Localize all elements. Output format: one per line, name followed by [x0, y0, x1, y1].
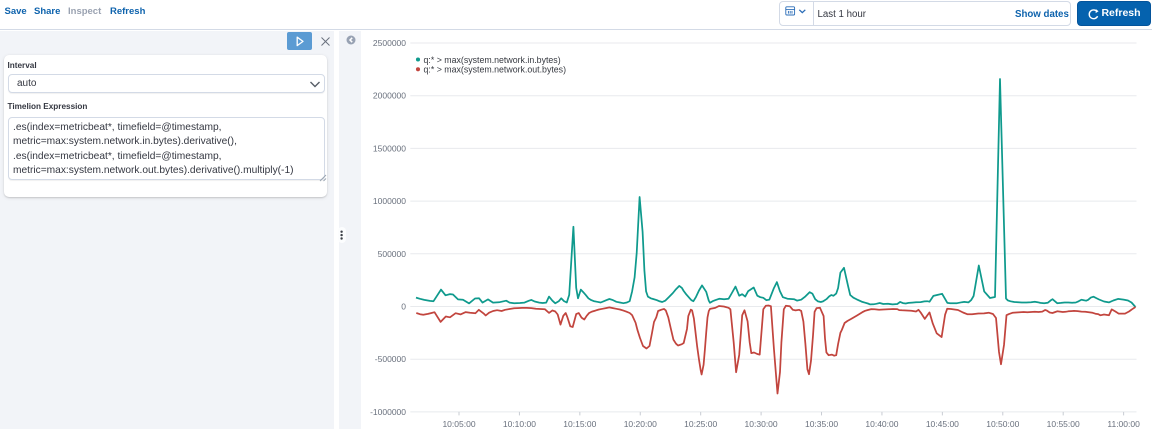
- svg-text:10:10:00: 10:10:00: [503, 419, 536, 429]
- svg-text:10:30:00: 10:30:00: [745, 419, 778, 429]
- svg-text:10:45:00: 10:45:00: [926, 419, 959, 429]
- svg-text:0: 0: [401, 302, 406, 312]
- svg-text:11:00:00: 11:00:00: [1107, 419, 1140, 429]
- svg-text:1000000: 1000000: [373, 196, 406, 206]
- svg-text:10:55:00: 10:55:00: [1047, 419, 1080, 429]
- svg-text:10:50:00: 10:50:00: [986, 419, 1019, 429]
- svg-text:q:* > max(system.network.out.b: q:* > max(system.network.out.bytes): [424, 65, 567, 75]
- svg-text:-1000000: -1000000: [370, 407, 406, 417]
- svg-text:q:* > max(system.network.in.by: q:* > max(system.network.in.bytes): [424, 55, 561, 65]
- svg-text:500000: 500000: [378, 249, 407, 259]
- svg-text:10:05:00: 10:05:00: [442, 419, 475, 429]
- svg-text:10:25:00: 10:25:00: [684, 419, 717, 429]
- svg-text:2500000: 2500000: [373, 38, 406, 48]
- svg-text:10:20:00: 10:20:00: [624, 419, 657, 429]
- svg-text:10:35:00: 10:35:00: [805, 419, 838, 429]
- svg-text:10:40:00: 10:40:00: [865, 419, 898, 429]
- svg-text:10:15:00: 10:15:00: [563, 419, 596, 429]
- svg-text:2000000: 2000000: [373, 91, 406, 101]
- svg-text:-500000: -500000: [375, 354, 406, 364]
- svg-text:1500000: 1500000: [373, 143, 406, 153]
